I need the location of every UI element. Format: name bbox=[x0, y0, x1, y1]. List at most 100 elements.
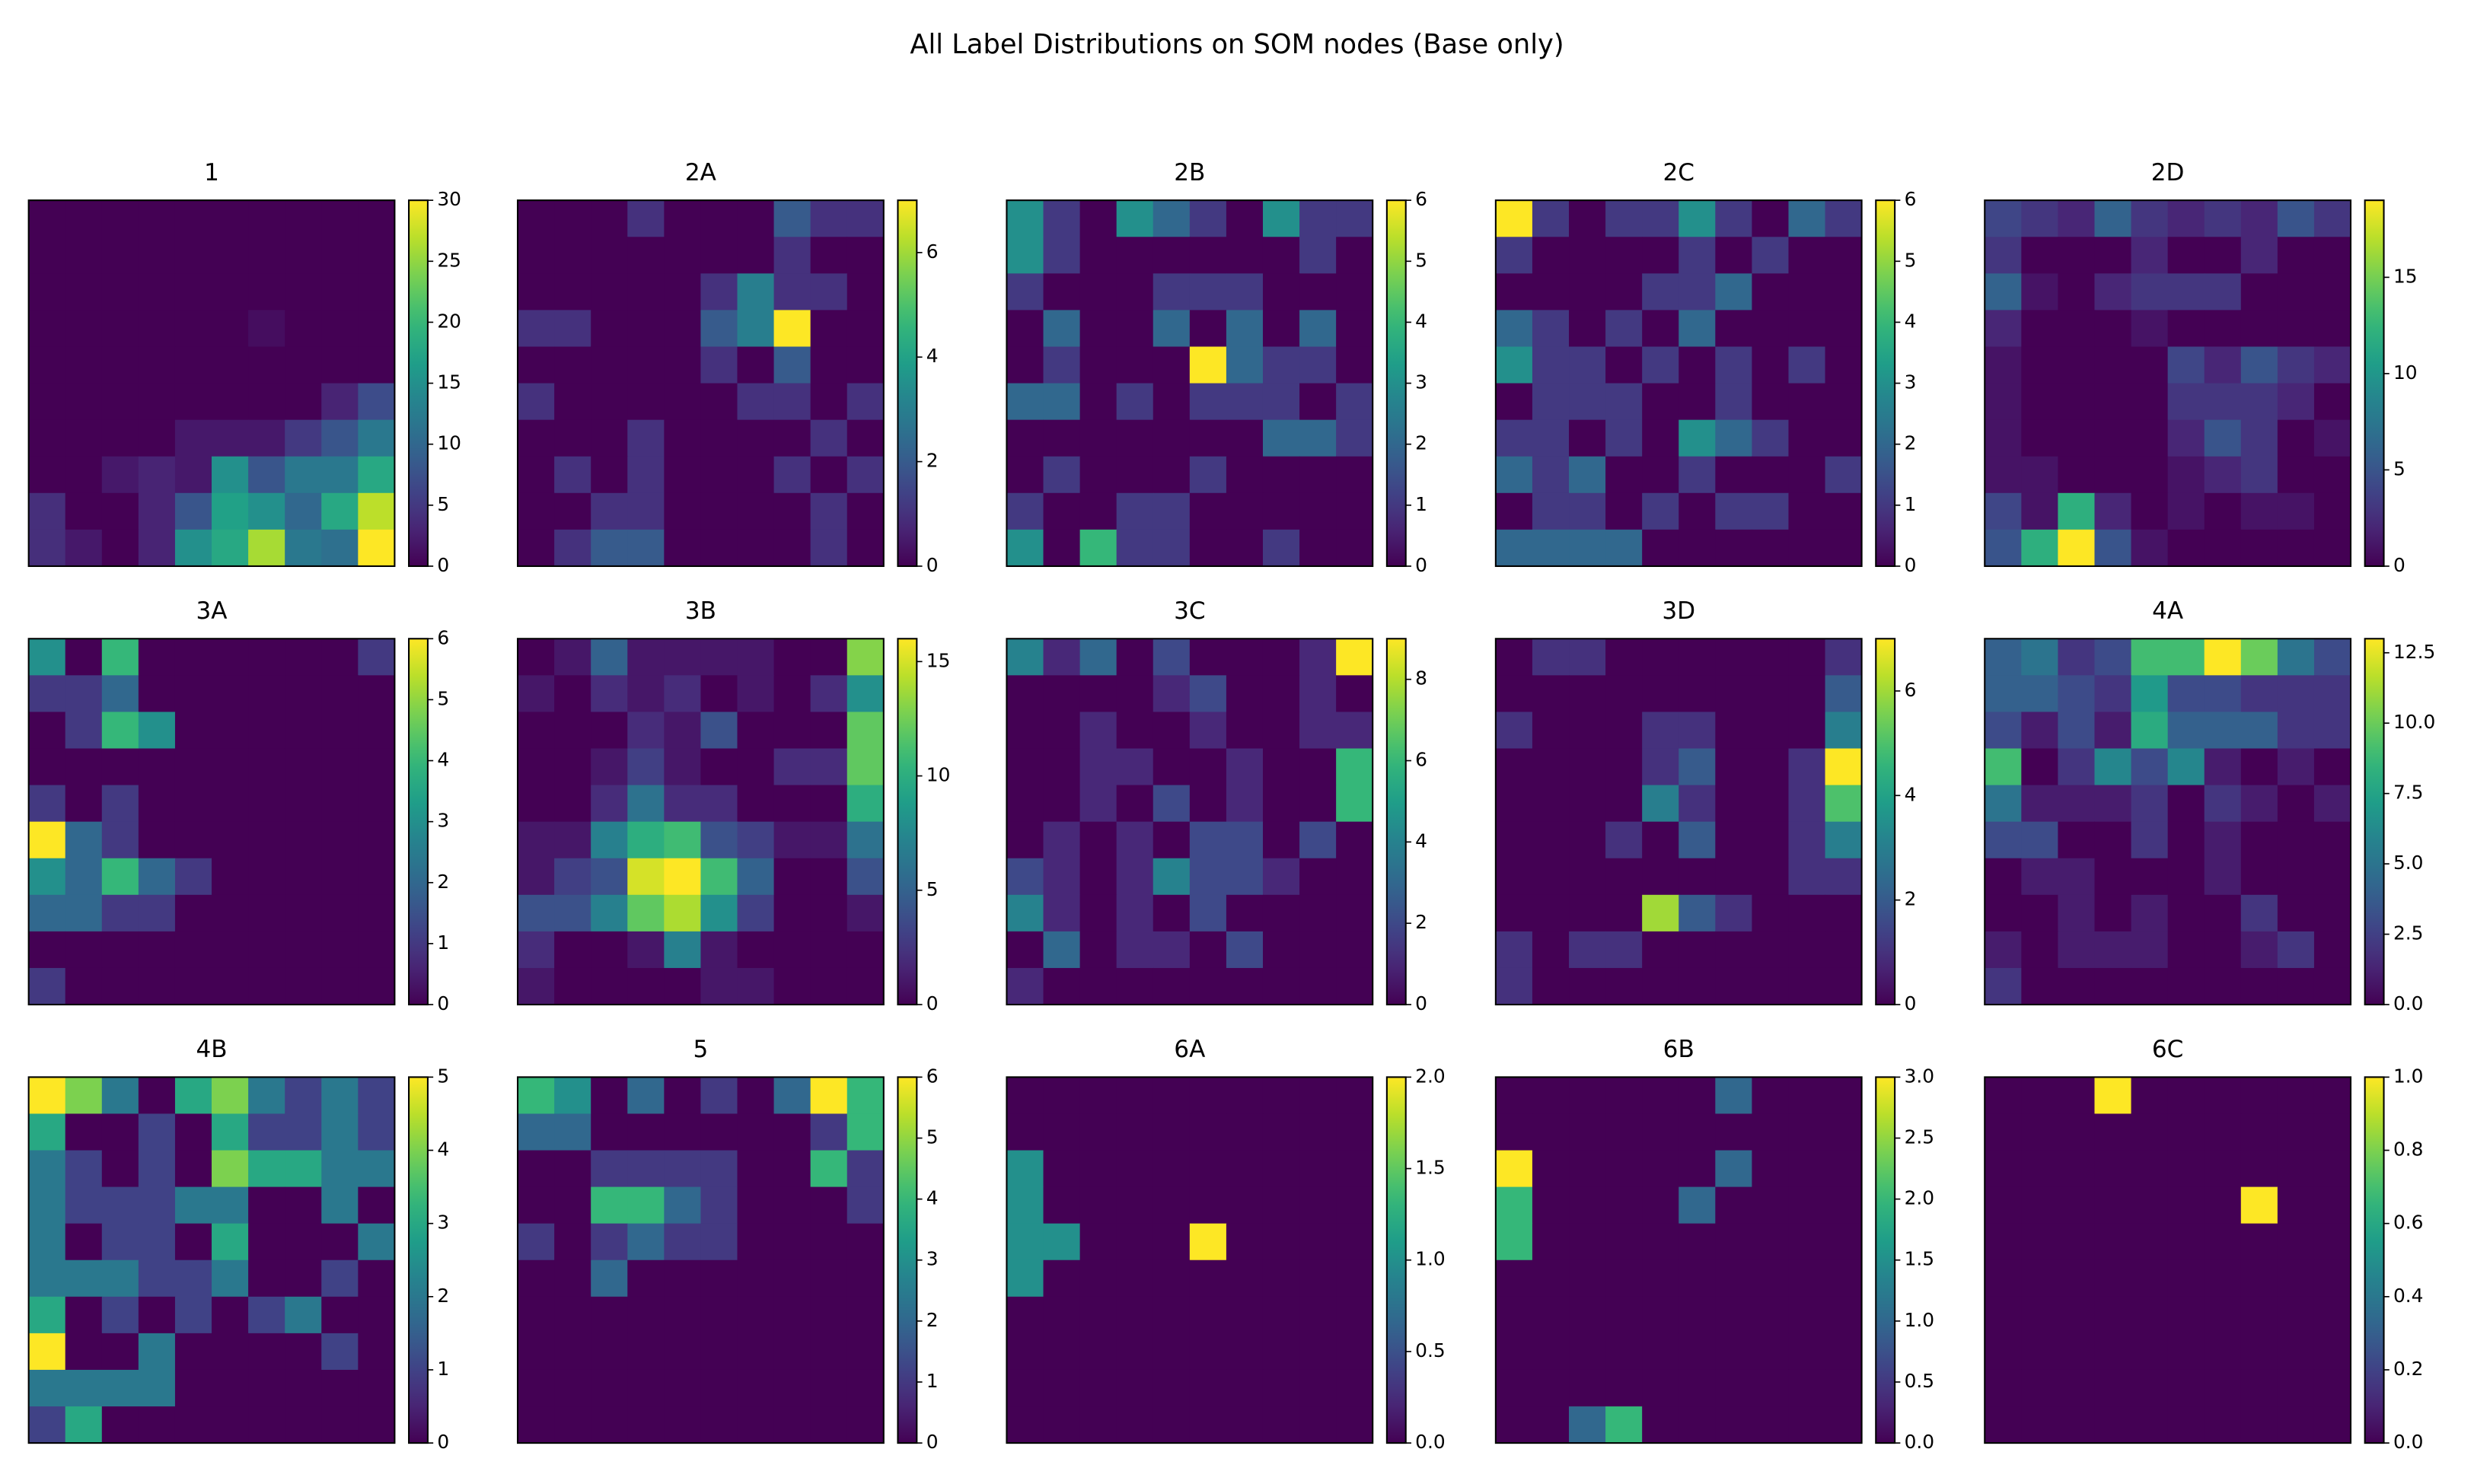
heatmap-cell bbox=[65, 1333, 103, 1371]
heatmap-cell bbox=[1226, 237, 1264, 274]
heatmap-cell bbox=[1299, 1113, 1337, 1151]
heatmap-cell bbox=[1116, 1259, 1154, 1298]
heatmap-cell bbox=[212, 1186, 249, 1224]
heatmap-cell bbox=[1189, 492, 1227, 530]
heatmap-cell bbox=[1116, 1333, 1154, 1371]
panel-title: 2A bbox=[685, 159, 716, 186]
heatmap-cell bbox=[248, 1259, 285, 1298]
heatmap-cell bbox=[2240, 310, 2278, 348]
heatmap-cell bbox=[101, 712, 139, 750]
heatmap-cell bbox=[65, 1296, 103, 1334]
heatmap-cell bbox=[773, 383, 811, 421]
heatmap-cell bbox=[28, 456, 66, 494]
heatmap-cell bbox=[2277, 785, 2315, 823]
colorbar-tick-label: 0 bbox=[437, 992, 449, 1014]
heatmap-cell bbox=[1569, 492, 1606, 530]
colorbar bbox=[897, 199, 918, 567]
heatmap-cell bbox=[737, 1113, 775, 1151]
heatmap-cell bbox=[2204, 1259, 2242, 1298]
heatmap-cell bbox=[65, 967, 103, 1005]
heatmap-cell bbox=[1788, 200, 1826, 237]
heatmap-cell bbox=[1043, 894, 1081, 932]
heatmap-cell bbox=[2167, 1223, 2205, 1261]
heatmap-cell bbox=[1642, 1223, 1679, 1261]
heatmap-cell bbox=[773, 1406, 811, 1444]
colorbar-tick-label: 0.0 bbox=[2393, 992, 2424, 1014]
heatmap-cell bbox=[1006, 1113, 1044, 1151]
heatmap-cell bbox=[2131, 675, 2169, 713]
colorbar bbox=[408, 638, 429, 1006]
heatmap-cell bbox=[1006, 456, 1044, 494]
heatmap-cell bbox=[846, 456, 885, 494]
heatmap-cell bbox=[65, 1259, 103, 1298]
heatmap-cell bbox=[1569, 1369, 1606, 1407]
heatmap-cell bbox=[2204, 456, 2242, 494]
heatmap-cell bbox=[1825, 237, 1863, 274]
heatmap-cell bbox=[28, 1369, 66, 1407]
heatmap-cell bbox=[1752, 748, 1790, 786]
colorbar-tick-label: 5 bbox=[926, 1126, 939, 1148]
heatmap-cell bbox=[65, 1186, 103, 1224]
heatmap-cell bbox=[773, 675, 811, 713]
heatmap-cell bbox=[1116, 456, 1154, 494]
heatmap-cell bbox=[174, 1113, 212, 1151]
heatmap-cell bbox=[2240, 1077, 2278, 1115]
heatmap-cell bbox=[1605, 821, 1643, 859]
heatmap-cell bbox=[1262, 1223, 1300, 1261]
heatmap-cell bbox=[1532, 931, 1570, 969]
axes-frame bbox=[517, 1076, 885, 1444]
heatmap-cell bbox=[1299, 273, 1337, 311]
heatmap-cell bbox=[1569, 1259, 1606, 1298]
heatmap-cell bbox=[846, 1259, 885, 1298]
heatmap-cell bbox=[700, 419, 738, 457]
heatmap-cell bbox=[1642, 639, 1679, 676]
heatmap-cell bbox=[1532, 1296, 1570, 1334]
heatmap-cell bbox=[1079, 894, 1117, 932]
colorbar bbox=[2364, 638, 2385, 1006]
heatmap-cell bbox=[846, 346, 885, 384]
heatmap-cell bbox=[591, 200, 628, 237]
heatmap-cell bbox=[2277, 1333, 2315, 1371]
colorbar bbox=[408, 199, 429, 567]
colorbar-tick-label: 6 bbox=[1415, 188, 1427, 210]
colorbar bbox=[1875, 199, 1896, 567]
heatmap-cell bbox=[2240, 931, 2278, 969]
panel-title: 4A bbox=[2152, 597, 2183, 625]
heatmap-cell bbox=[1788, 1333, 1826, 1371]
heatmap-cell bbox=[2094, 1406, 2132, 1444]
heatmap-cell bbox=[1495, 1259, 1533, 1298]
heatmap-cell bbox=[773, 529, 811, 567]
colorbar-tick-label: 1 bbox=[1905, 493, 1917, 515]
heatmap-cell bbox=[1116, 1150, 1154, 1188]
heatmap-cell bbox=[358, 273, 396, 311]
heatmap-cell bbox=[1299, 237, 1337, 274]
heatmap-cell bbox=[1153, 1259, 1191, 1298]
heatmap-cell bbox=[321, 1259, 359, 1298]
heatmap-cell bbox=[1605, 310, 1643, 348]
heatmap-cell bbox=[2277, 492, 2315, 530]
heatmap-cell bbox=[1642, 712, 1679, 750]
colorbar-tick-label: 5 bbox=[2393, 457, 2405, 479]
heatmap-cell bbox=[65, 894, 103, 932]
heatmap-cell bbox=[1079, 1186, 1117, 1224]
heatmap-cell bbox=[2131, 639, 2169, 676]
heatmap-cell bbox=[627, 1186, 665, 1224]
colorbar-tick-label: 0 bbox=[926, 554, 939, 576]
heatmap-cell bbox=[591, 1369, 628, 1407]
heatmap-cell bbox=[321, 1296, 359, 1334]
heatmap-cell bbox=[2058, 529, 2096, 567]
heatmap-cell bbox=[1336, 492, 1373, 530]
heatmap-cell bbox=[2094, 967, 2132, 1005]
axes-frame bbox=[1494, 1076, 1863, 1444]
heatmap-cell bbox=[1153, 346, 1191, 384]
heatmap-cell bbox=[1079, 675, 1117, 713]
heatmap-cell bbox=[1262, 821, 1300, 859]
heatmap-cell bbox=[1336, 639, 1373, 676]
heatmap-cell bbox=[2277, 383, 2315, 421]
colorbar-tick-label: 3 bbox=[437, 1212, 449, 1234]
colorbar-tick-label: 6 bbox=[437, 626, 449, 648]
heatmap-cell bbox=[358, 346, 396, 384]
heatmap-cell bbox=[2240, 200, 2278, 237]
heatmap-cell bbox=[358, 529, 396, 567]
heatmap-cell bbox=[101, 492, 139, 530]
